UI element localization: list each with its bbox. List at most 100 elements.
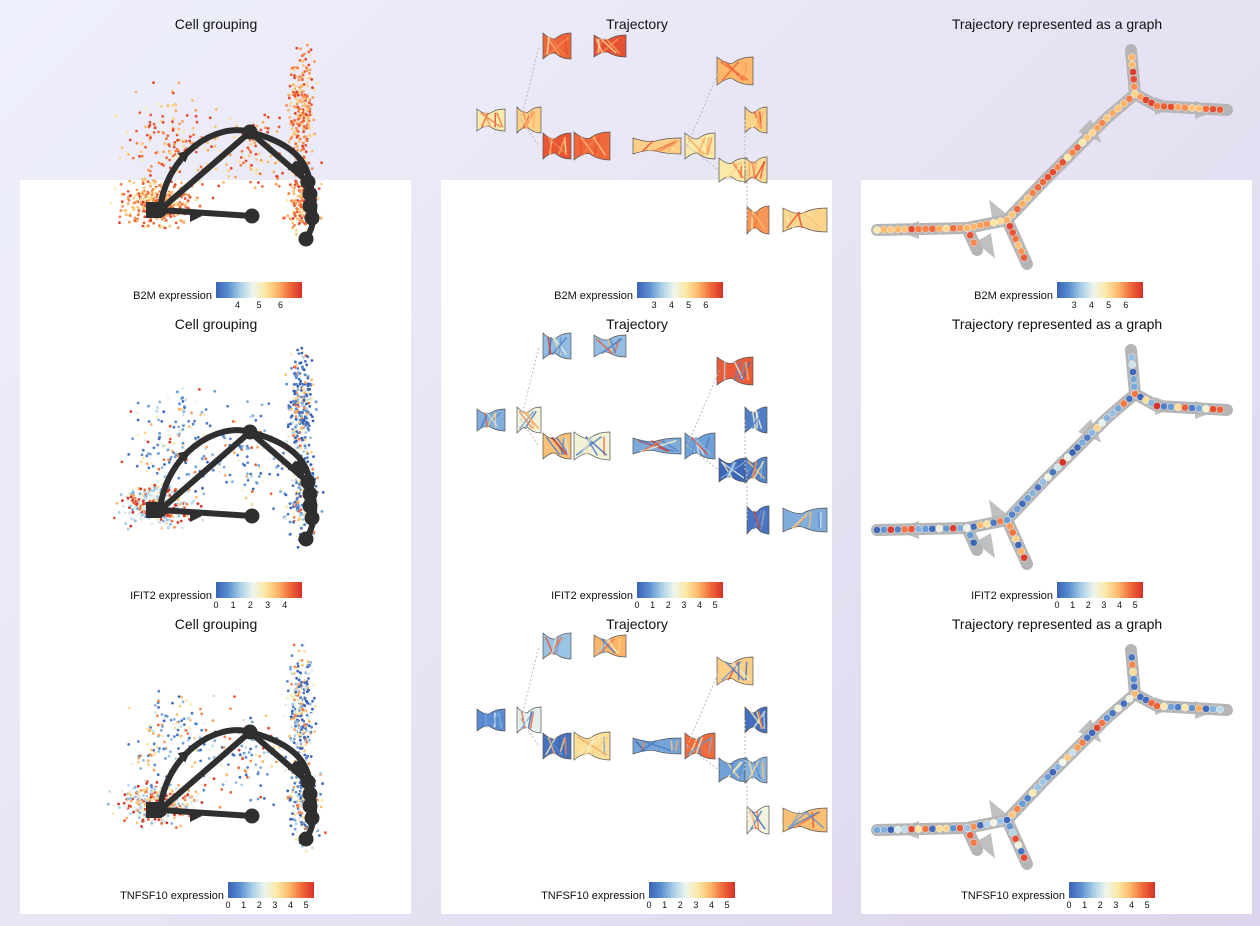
cell-point <box>293 214 297 218</box>
cell-point <box>305 450 309 454</box>
cell-point <box>286 425 290 429</box>
legend-tick: 1 <box>662 900 668 910</box>
graph-cell <box>1103 114 1111 122</box>
cell-point <box>302 450 305 453</box>
cell-point <box>112 516 116 520</box>
cell-point <box>290 709 294 713</box>
cell-point <box>198 179 202 183</box>
cell-point <box>289 794 292 798</box>
cell-point <box>158 432 162 435</box>
legend-label: TNFSF10 expression <box>961 890 1065 902</box>
cell-point <box>161 224 165 228</box>
cell-point <box>144 790 147 794</box>
graph-cell <box>963 224 971 232</box>
cell-point <box>202 492 206 496</box>
cell-point <box>129 799 133 803</box>
graph-cell <box>1048 768 1057 776</box>
cell-point <box>256 445 260 449</box>
cell-point <box>200 457 204 461</box>
cell-point <box>293 224 296 227</box>
direction-arrow <box>190 510 202 522</box>
cell-point <box>285 382 288 386</box>
cell-point <box>148 123 152 127</box>
cell-point <box>296 393 299 396</box>
cell-point <box>138 811 142 815</box>
cell-point <box>131 508 134 512</box>
cell-point <box>237 766 241 770</box>
trajectory-node <box>152 502 168 518</box>
cell-point <box>297 732 301 736</box>
cell-point <box>294 403 298 407</box>
cell-point <box>244 159 248 163</box>
cell-point <box>118 806 121 809</box>
graph-cell <box>1023 494 1032 503</box>
cell-point <box>151 753 155 757</box>
cell-point <box>127 492 131 496</box>
cell-point <box>123 819 126 822</box>
cell-point <box>160 162 164 166</box>
cell-point <box>128 179 132 183</box>
cell-point <box>307 50 311 54</box>
cell-point <box>145 470 148 473</box>
cell-point <box>287 93 291 97</box>
graph-cell <box>1188 404 1196 412</box>
cell-point <box>287 192 291 195</box>
cell-point <box>212 694 216 698</box>
cell-point <box>291 484 295 488</box>
cell-point <box>293 94 297 98</box>
cell-point <box>169 523 172 526</box>
trajectory-node <box>300 174 316 190</box>
cell-point <box>184 398 188 402</box>
cell-point <box>166 734 170 737</box>
cell-point <box>156 443 160 447</box>
cell-point <box>148 487 151 490</box>
legend-tick: 3 <box>1113 900 1119 910</box>
graph-cell <box>1017 847 1026 856</box>
graph-cell <box>1078 438 1087 447</box>
cell-point <box>255 124 259 128</box>
cell-point <box>307 677 310 680</box>
cell-point <box>133 194 136 197</box>
cell-point <box>173 503 177 507</box>
graph-cell <box>949 824 957 833</box>
cell-point <box>118 157 122 160</box>
cell-point <box>293 781 297 785</box>
cell-point <box>189 426 193 429</box>
violin-segment <box>684 132 716 160</box>
cell-point <box>255 481 258 484</box>
cell-point <box>186 738 190 742</box>
cell-point <box>132 810 135 814</box>
cell-point <box>302 112 306 116</box>
trajectory-edge <box>157 807 255 819</box>
cell-point <box>291 66 295 70</box>
cell-point <box>292 399 295 403</box>
cell-point <box>298 494 302 498</box>
cell-point <box>297 420 301 424</box>
graph-cell <box>1195 404 1203 413</box>
cell-point <box>267 726 270 730</box>
cell-point <box>204 728 208 732</box>
violin-segment <box>718 457 748 483</box>
cell-point <box>112 804 116 807</box>
cell-point <box>283 517 287 521</box>
graph-cell <box>1053 463 1062 471</box>
cell-point <box>292 512 295 516</box>
graph-cells <box>873 353 1224 562</box>
cell-point <box>224 780 228 784</box>
cell-point <box>280 467 284 470</box>
graph-cell <box>1114 104 1122 113</box>
cell-point <box>125 800 128 804</box>
cell-point <box>144 191 148 194</box>
cell-point <box>298 513 302 517</box>
cell-point <box>286 696 289 700</box>
cell-point <box>115 502 119 505</box>
cell-point <box>140 154 144 158</box>
cell-point <box>173 142 176 146</box>
cell-point <box>293 105 296 108</box>
cell-point <box>308 134 311 137</box>
cell-point <box>270 765 273 768</box>
violin-segment <box>593 334 627 358</box>
cell-point <box>138 816 141 820</box>
cell-point <box>295 217 299 221</box>
cell-point <box>307 762 311 766</box>
